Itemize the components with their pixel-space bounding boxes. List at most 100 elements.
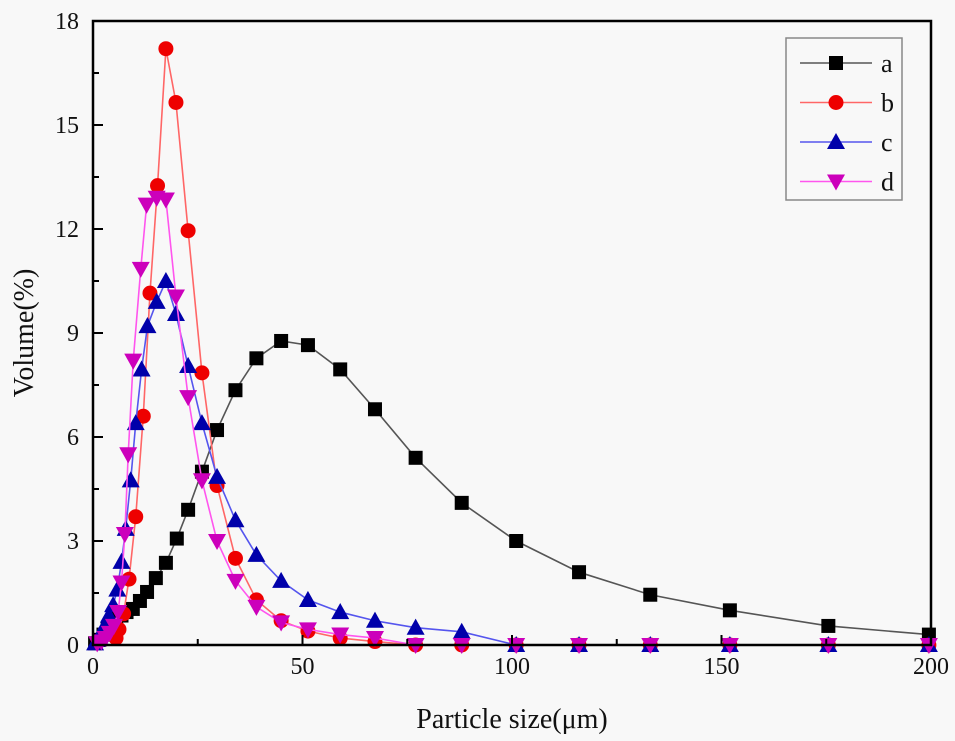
- data-point-c: [126, 414, 145, 431]
- data-point-a: [300, 338, 315, 353]
- legend-label: c: [881, 128, 893, 157]
- data-point-c: [452, 622, 471, 639]
- data-point-d: [331, 627, 350, 644]
- legend-item-d: d: [800, 168, 894, 197]
- data-point-d: [119, 447, 138, 464]
- data-point-a: [158, 555, 173, 570]
- data-point-d: [131, 261, 150, 278]
- data-point-b: [128, 509, 144, 525]
- data-point-c: [406, 618, 425, 635]
- y-tick-label: 9: [67, 321, 79, 347]
- data-point-d: [166, 289, 185, 306]
- data-point-d: [109, 605, 128, 622]
- series-line-c: [94, 278, 929, 646]
- data-point-d: [192, 473, 211, 490]
- data-point-c: [298, 590, 317, 607]
- data-point-d: [272, 615, 291, 632]
- y-tick-label: 6: [67, 425, 79, 451]
- data-point-c: [138, 317, 157, 334]
- data-point-d: [208, 533, 227, 551]
- data-point-c: [192, 414, 211, 431]
- y-tick-label: 18: [55, 9, 79, 35]
- data-point-a: [509, 534, 524, 548]
- series-layer: [86, 41, 938, 655]
- data-point-d: [115, 527, 134, 544]
- series-c: [86, 271, 938, 653]
- x-tick-label: 200: [913, 654, 949, 680]
- data-point-b: [150, 178, 166, 194]
- legend-label: b: [881, 89, 894, 118]
- data-point-d: [247, 599, 266, 616]
- x-axis: 0 50 100 150 200: [87, 635, 949, 680]
- data-point-b: [180, 223, 196, 239]
- y-tick-label: 12: [55, 217, 79, 243]
- data-point-b: [135, 408, 151, 424]
- data-point-c: [99, 606, 118, 623]
- legend-item-c: c: [800, 128, 893, 157]
- data-point-b: [142, 285, 158, 301]
- data-point-a: [408, 450, 423, 465]
- data-point-c: [166, 304, 185, 321]
- data-point-a: [169, 531, 184, 546]
- data-point-b: [168, 94, 184, 110]
- data-point-b: [227, 550, 243, 566]
- data-point-d: [156, 192, 175, 209]
- x-axis-title: Particle size(μm): [416, 704, 608, 735]
- data-point-c: [226, 511, 245, 528]
- legend-label: d: [881, 168, 894, 197]
- legend-marker: [827, 174, 845, 191]
- data-point-a: [228, 383, 243, 398]
- legend-box: [785, 37, 903, 201]
- legend-marker: [827, 132, 845, 150]
- data-point-a: [274, 333, 289, 348]
- data-point-c: [179, 356, 198, 373]
- data-point-a: [454, 495, 469, 510]
- data-point-c: [331, 603, 350, 620]
- data-point-a: [210, 423, 225, 438]
- data-point-a: [643, 587, 658, 602]
- series-d: [88, 190, 938, 655]
- data-point-c: [247, 545, 266, 562]
- data-point-d: [112, 575, 131, 592]
- data-point-d: [179, 390, 198, 407]
- data-point-b: [158, 41, 174, 57]
- data-point-d: [104, 618, 123, 635]
- data-point-c: [365, 611, 384, 628]
- data-point-c: [132, 360, 151, 377]
- data-point-d: [226, 573, 245, 590]
- data-point-d: [124, 353, 143, 370]
- data-point-a: [333, 362, 348, 377]
- data-point-a: [140, 584, 155, 599]
- data-point-c: [121, 471, 140, 488]
- data-point-c: [108, 580, 127, 597]
- legend-marker: [829, 56, 843, 70]
- x-tick-label: 0: [87, 654, 99, 680]
- series-line-d: [96, 196, 929, 646]
- y-tick-label: 3: [67, 529, 79, 555]
- data-point-b: [194, 365, 210, 381]
- data-point-a: [148, 571, 163, 586]
- data-point-d: [137, 197, 156, 214]
- data-point-a: [572, 565, 587, 580]
- data-point-c: [156, 271, 175, 289]
- data-point-a: [722, 603, 737, 618]
- data-point-a: [821, 618, 836, 633]
- legend-label: a: [881, 49, 893, 78]
- data-point-a: [367, 402, 382, 417]
- data-point-c: [208, 467, 227, 484]
- x-tick-label: 100: [494, 654, 530, 680]
- legend-item-a: a: [800, 49, 893, 78]
- data-point-c: [147, 292, 166, 309]
- data-point-d: [298, 622, 317, 639]
- legend-item-b: b: [800, 89, 894, 118]
- x-tick-label: 150: [704, 654, 740, 680]
- data-point-d: [365, 631, 384, 648]
- data-point-c: [272, 571, 291, 588]
- y-axis: 0 3 6 9 12 15 18: [55, 9, 103, 659]
- data-point-a: [249, 351, 264, 366]
- data-point-a: [181, 502, 196, 517]
- legend-marker: [828, 95, 844, 110]
- y-axis-title: Volume(%): [9, 269, 40, 398]
